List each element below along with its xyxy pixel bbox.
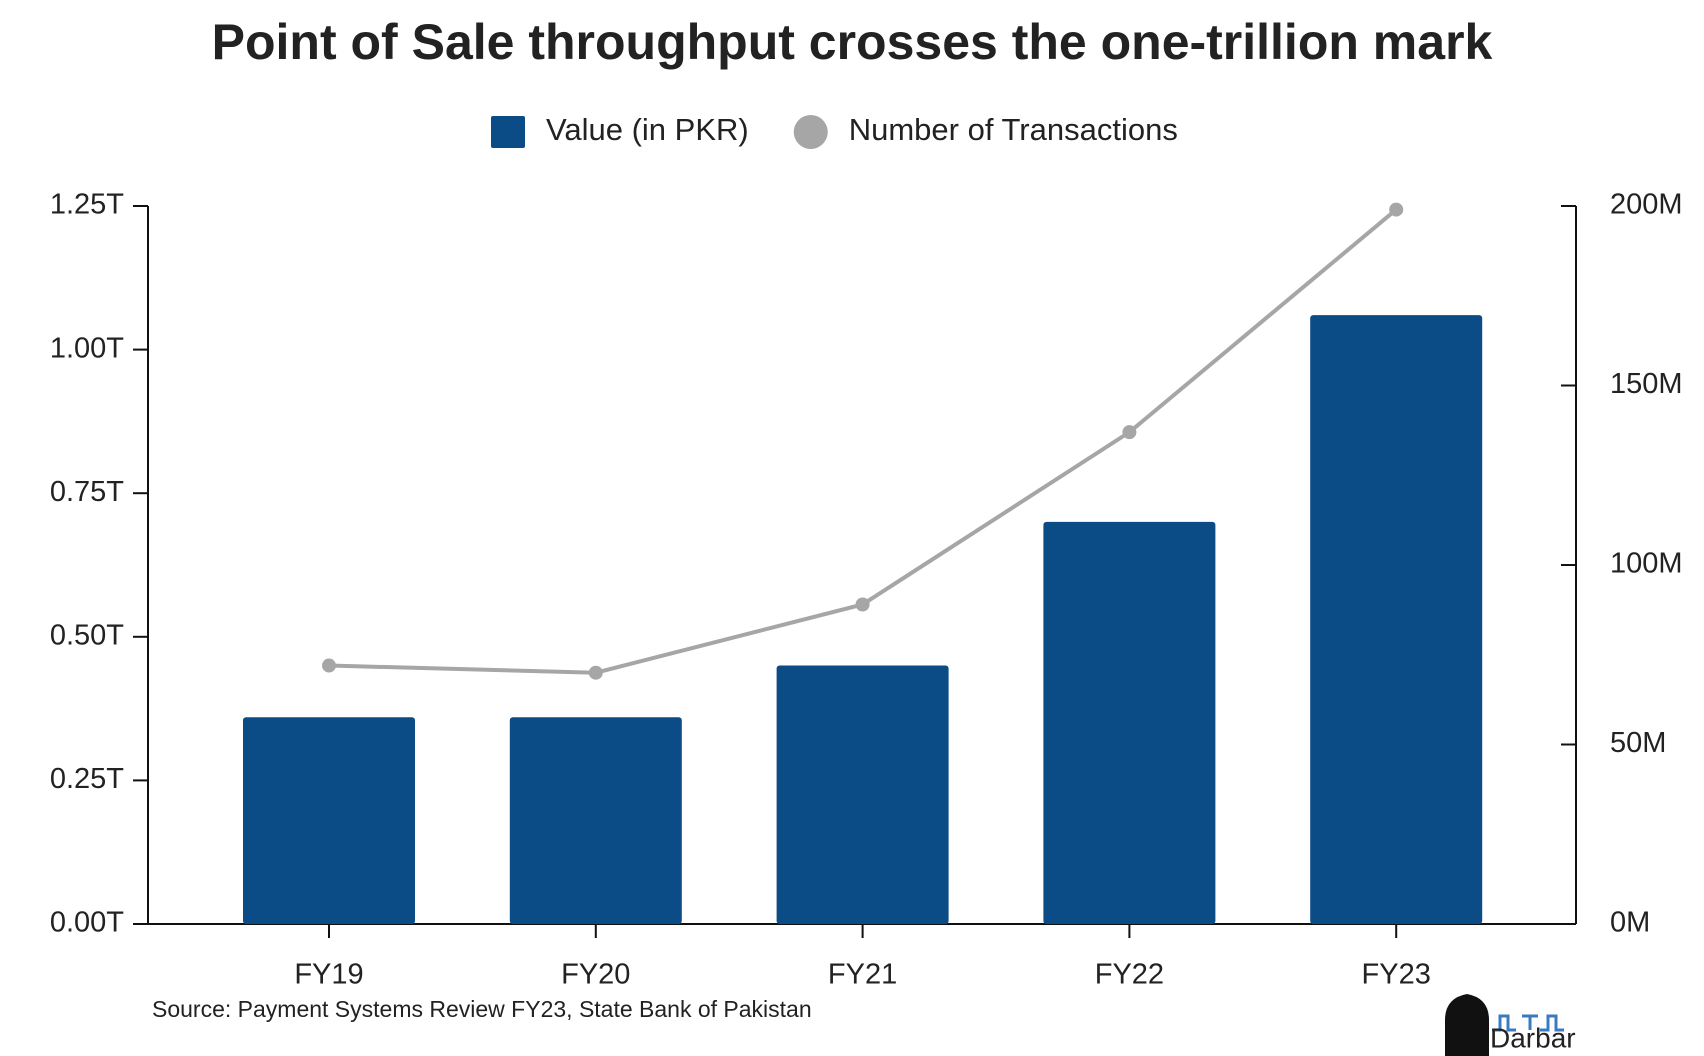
line-point xyxy=(588,665,603,680)
y2-tick-label: 50M xyxy=(1610,727,1666,759)
logo-text: Darbar xyxy=(1490,1022,1576,1053)
y2-tick-label: 200M xyxy=(1610,189,1683,221)
x-tick-label: FY22 xyxy=(1095,959,1164,991)
y-tick-label: 1.00T xyxy=(50,332,124,364)
y-tick-label: 0.75T xyxy=(50,476,124,508)
x-tick-label: FY23 xyxy=(1362,959,1431,991)
y-tick-label: 0.00T xyxy=(50,907,124,939)
line-point xyxy=(855,597,870,612)
line-point xyxy=(322,658,336,673)
y2-tick-label: 0M xyxy=(1610,907,1650,939)
y2-tick-label: 100M xyxy=(1610,548,1683,580)
bar xyxy=(243,717,415,924)
legend-swatch xyxy=(793,115,828,149)
y-tick-label: 0.25T xyxy=(50,763,124,795)
source-note: Source: Payment Systems Review FY23, Sta… xyxy=(152,996,812,1022)
x-tick-label: FY19 xyxy=(294,959,363,991)
line-point xyxy=(1122,425,1137,440)
y-tick-label: 0.50T xyxy=(50,619,124,651)
x-tick-label: FY21 xyxy=(828,959,897,991)
legend-label: Number of Transactions xyxy=(849,112,1178,147)
y-tick-label: 1.25T xyxy=(50,189,124,221)
logo-icon xyxy=(1445,994,1489,1056)
chart-title: Point of Sale throughput crosses the one… xyxy=(212,14,1493,70)
legend-swatch xyxy=(491,116,525,148)
x-tick-label: FY20 xyxy=(561,959,630,991)
logo: Darbar xyxy=(1445,994,1576,1056)
legend-label: Value (in PKR) xyxy=(546,112,749,147)
bar xyxy=(509,717,682,924)
bar xyxy=(1043,521,1216,924)
line-point xyxy=(1389,202,1404,217)
y2-tick-label: 150M xyxy=(1610,368,1683,400)
bar xyxy=(1310,315,1483,924)
logo-mark xyxy=(1492,1014,1564,1032)
bar xyxy=(776,665,949,924)
